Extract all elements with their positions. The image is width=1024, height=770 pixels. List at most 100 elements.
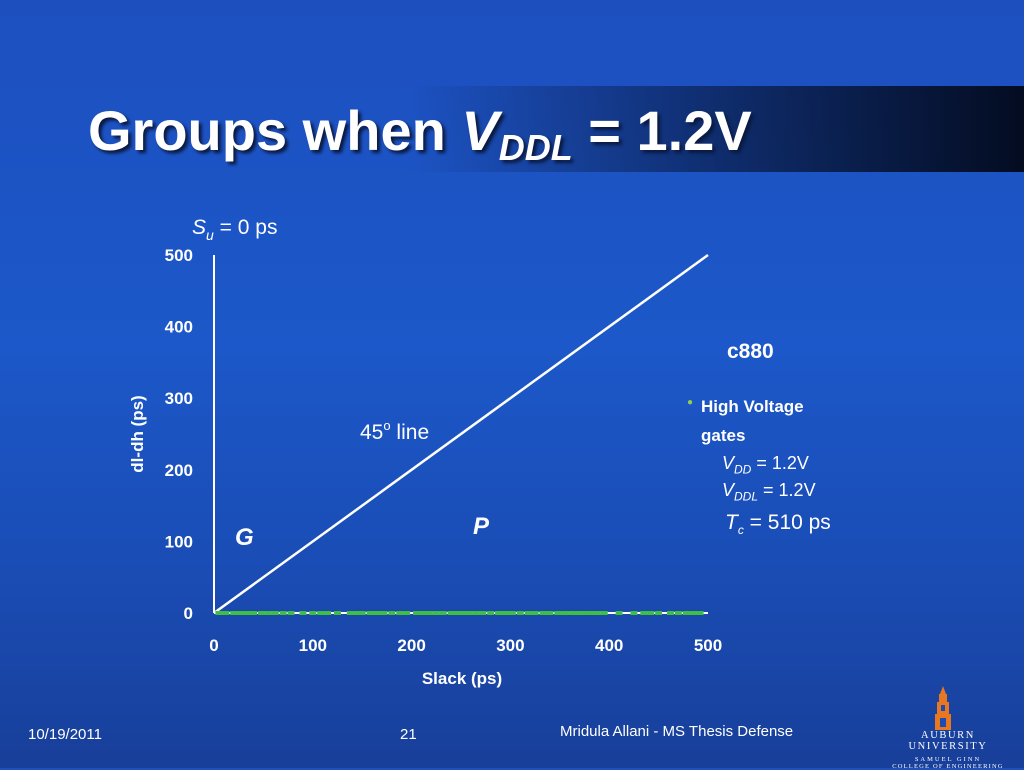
x-tick-label: 400 [595,636,623,655]
data-point [472,611,480,615]
data-point [561,611,569,615]
data-point [640,611,648,615]
data-point [647,611,655,615]
data-point [465,611,473,615]
data-point [264,611,272,615]
data-point [396,611,404,615]
y-tick-labels: 0 100 200 300 400 500 [165,246,193,623]
vddl-value: = 1.2V [758,480,816,500]
data-point [495,611,503,615]
data-point [373,611,381,615]
data-point [453,611,461,615]
footer-author: Mridula Allani - MS Thesis Defense [560,723,794,740]
x-tick-label: 300 [496,636,524,655]
bullet-text: High Voltage gates [701,392,851,450]
data-point [419,611,427,615]
y-axis-label: dl-dh (ps) [128,395,147,472]
data-points [215,611,704,615]
data-point [403,611,411,615]
data-point [531,611,539,615]
data-point [287,611,295,615]
su-var: S [192,216,206,239]
y-tick-label: 100 [165,532,193,551]
su-rest: = 0 ps [214,216,278,239]
su-label: Su = 0 ps [192,216,277,243]
data-point [674,611,682,615]
logo-university: AUBURN UNIVERSITY [908,730,988,752]
data-point [666,611,674,615]
y-tick-label: 400 [165,318,193,337]
data-point [279,611,287,615]
data-point [317,611,325,615]
data-point [459,611,467,615]
line-label-value: 45 [360,421,383,444]
vddl-sub: DDL [734,489,759,504]
region-label-g: G [235,524,254,551]
data-point [230,611,238,615]
title-suffix: = 1.2V [572,99,752,162]
vdd-var: V [722,453,735,473]
title-variable: V [461,99,499,162]
x-tick-label: 200 [397,636,425,655]
data-point [237,611,245,615]
data-point [353,611,361,615]
data-point [257,611,265,615]
bullet-icon: ● [687,397,694,408]
footer-date: 10/19/2011 [28,726,102,743]
data-point [581,611,588,615]
circuit-name: c880 [727,340,774,363]
data-point [689,611,697,615]
data-point [244,611,252,615]
title-prefix: Groups when [88,99,462,162]
y-tick-label: 0 [184,604,193,623]
data-point [447,611,455,615]
data-point [432,611,440,615]
vddl-var: V [722,480,735,500]
data-point [524,611,532,615]
data-point [568,611,576,615]
data-point [250,611,258,615]
data-point [346,611,354,615]
x-tick-label: 0 [209,636,218,655]
title-subscript: DDL [498,127,573,168]
tc-var: T [725,511,738,534]
auburn-tower-icon [935,686,951,730]
data-point [215,611,223,615]
data-point [696,611,704,615]
logo-line1: SAMUEL GINN [914,756,982,763]
line-label-word: line [391,421,430,444]
vddl-param: VDDL = 1.2V [722,480,816,504]
line-label: 45o line [360,418,429,444]
y-tick-label: 500 [165,246,193,265]
data-point [358,611,366,615]
data-point [539,611,547,615]
data-point [299,611,307,615]
data-point [501,611,509,615]
data-point [554,611,562,615]
data-point [388,611,396,615]
data-point [630,611,638,615]
su-sub: u [206,227,214,243]
data-point [366,611,374,615]
data-point [508,611,516,615]
tc-sub: c [737,523,744,538]
vdd-param: VDD = 1.2V [722,453,809,477]
x-tick-label: 100 [299,636,327,655]
bullet-text-content: High Voltage gates [701,397,804,445]
line-label-degree: o [383,418,390,433]
data-point [546,611,554,615]
data-point [413,611,421,615]
data-point [516,611,524,615]
x-axis-label: Slack (ps) [422,669,502,688]
data-point [425,611,433,615]
x-tick-labels: 0 100 200 300 400 500 [209,636,722,655]
footer-page-number: 21 [400,726,417,743]
y-tick-label: 300 [165,389,193,408]
y-tick-label: 200 [165,461,193,480]
data-point [439,611,447,615]
data-point [574,611,582,615]
vdd-sub: DD [734,462,752,477]
title-band [0,86,1024,172]
data-point [334,611,341,615]
